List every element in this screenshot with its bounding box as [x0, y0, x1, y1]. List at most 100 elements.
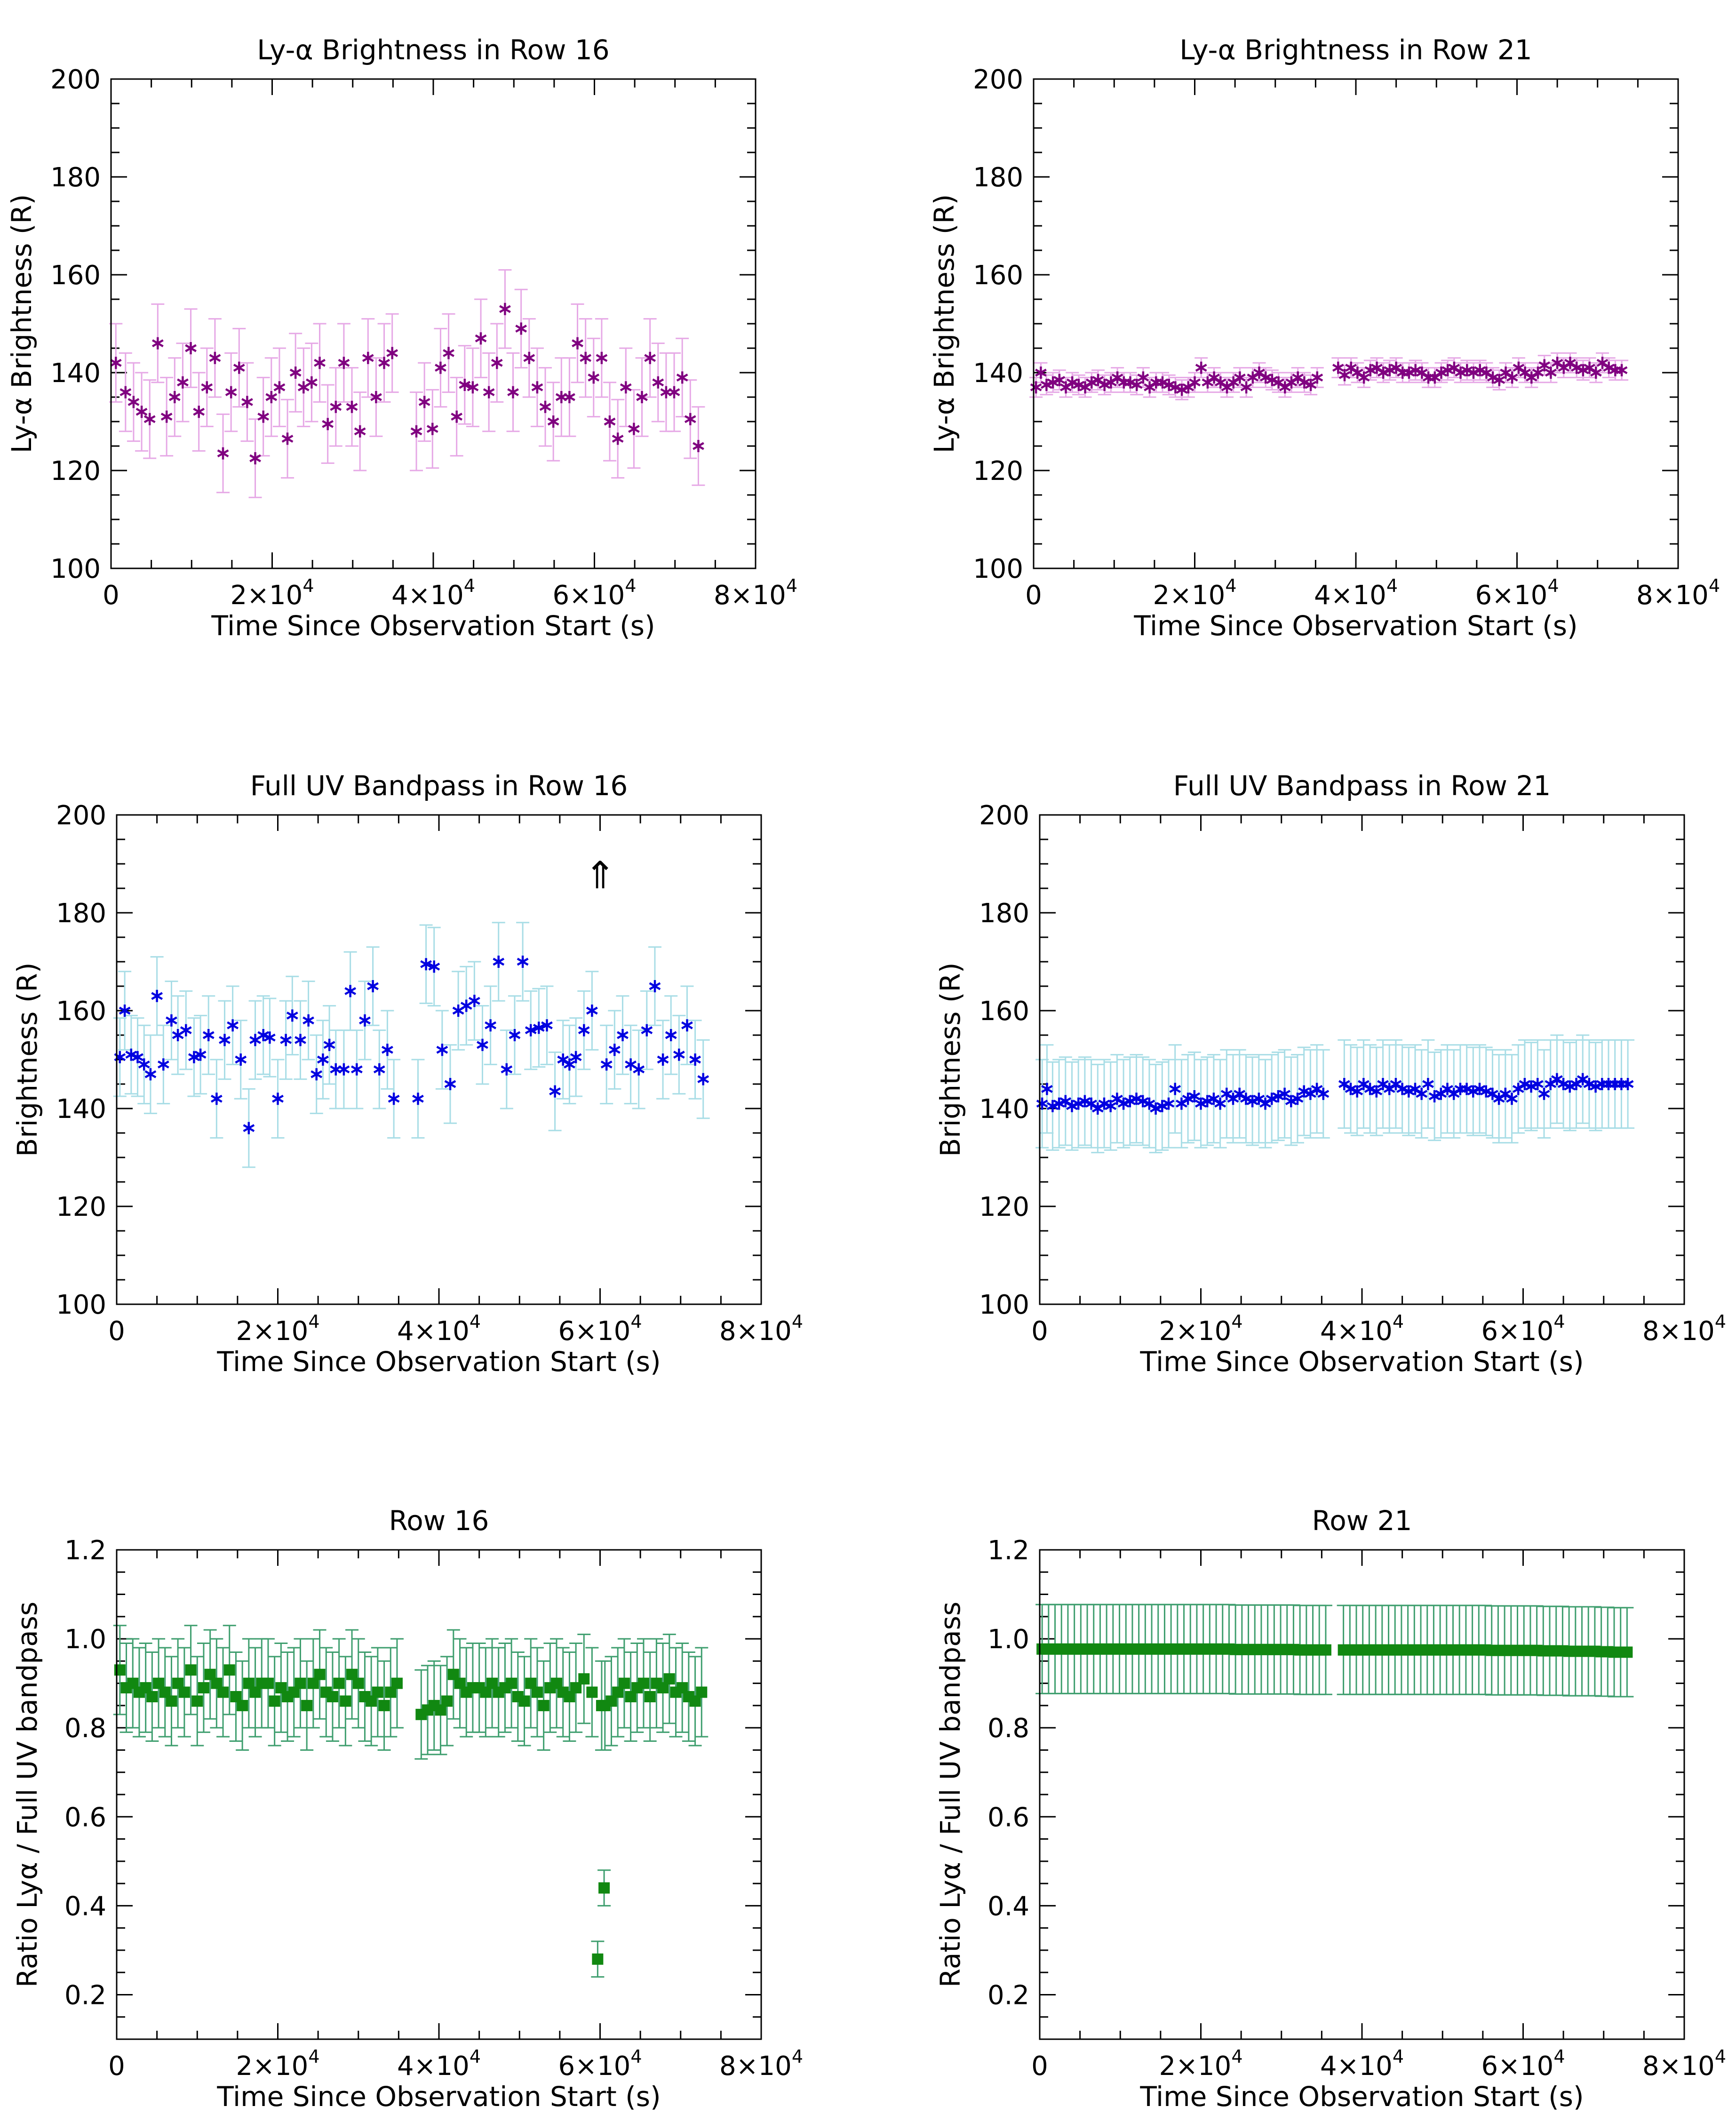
data-point: [1150, 1102, 1162, 1115]
data-point: [420, 958, 432, 971]
data-point: [1131, 1093, 1142, 1105]
data-point: [1047, 376, 1059, 389]
data-point: [1428, 1090, 1441, 1102]
data-point: [1163, 1097, 1175, 1110]
data-point: [443, 347, 454, 359]
data-point: [1040, 379, 1052, 391]
data-point: [604, 415, 616, 428]
data-point: [641, 1024, 653, 1037]
data-point: [436, 1044, 448, 1056]
data-point: [499, 303, 511, 315]
x-tick-exponent: 4: [1553, 1311, 1565, 1332]
data-point: [373, 1063, 385, 1076]
x-tick-exponent: 4: [308, 2046, 319, 2067]
data-point: [243, 1122, 255, 1134]
data-point: [1474, 364, 1486, 376]
data-point: [362, 351, 374, 364]
data-point: [198, 1682, 209, 1694]
x-tick-exponent: 4: [1709, 575, 1720, 596]
data-point: [249, 452, 261, 464]
data-point: [660, 386, 672, 399]
data-point: [1105, 1100, 1117, 1112]
plot-frame: [1039, 814, 1685, 1305]
data-point: [132, 1051, 143, 1063]
data-point: [1279, 1087, 1291, 1100]
data-point: [1338, 369, 1351, 382]
data-point: [297, 381, 310, 394]
data-point: [233, 361, 245, 374]
data-point: [257, 1029, 270, 1041]
plot-frame: [1033, 78, 1679, 569]
data-point: [586, 1686, 598, 1698]
y-tick-label: 160: [973, 260, 1023, 291]
y-tick-label: 120: [979, 1192, 1029, 1222]
y-tick-label: 0.2: [987, 1980, 1029, 2010]
data-point: [509, 1029, 521, 1041]
data-point: [135, 406, 148, 418]
data-point: [517, 956, 529, 968]
x-tick-label: 8×104: [1642, 2046, 1726, 2082]
y-tick-label: 0.8: [987, 1713, 1029, 1744]
data-point: [451, 410, 463, 423]
data-point: [338, 1063, 350, 1076]
plot-frame: [110, 78, 757, 569]
data-point: [1609, 1078, 1621, 1090]
data-point: [352, 1677, 364, 1689]
data-point: [314, 357, 326, 369]
data-point: [412, 1093, 424, 1105]
x-tick-exponent: 4: [1225, 575, 1236, 596]
x-tick-label: 6×104: [558, 2046, 642, 2082]
x-tick-exponent: 4: [1715, 2046, 1726, 2067]
x-tick-label: 2×104: [231, 575, 314, 611]
chart-lya-row16: Ly-α Brightness in Row 16 0 2×104 4×104 6×10…: [6, 34, 797, 642]
x-axis-label: Time Since Observation Start (s): [216, 1346, 661, 1378]
data-point: [1364, 1083, 1376, 1095]
y-axis-label: Ly-α Brightness (R): [928, 194, 960, 454]
data-point: [608, 1044, 621, 1056]
data-point: [151, 989, 163, 1002]
data-point: [523, 351, 535, 364]
data-point: [612, 432, 624, 445]
y-axis-label: Brightness (R): [11, 963, 43, 1157]
data-point: [372, 1686, 383, 1698]
data-point: [370, 391, 382, 403]
data-point: [1441, 364, 1454, 376]
data-point: [533, 1021, 545, 1034]
data-point: [468, 995, 480, 1007]
data-point: [202, 1029, 215, 1041]
y-tick-label: 140: [973, 358, 1023, 389]
data-point: [1131, 379, 1143, 391]
x-tick-label: 4×104: [397, 2046, 481, 2082]
x-tick-label: 2×104: [1159, 2046, 1243, 2082]
data-point: [1189, 376, 1201, 389]
x-tick-label: 4×104: [1320, 1311, 1404, 1347]
x-tick-label: 4×104: [1314, 575, 1398, 611]
data-point: [209, 351, 221, 364]
data-point: [303, 1014, 314, 1027]
data-point: [144, 1068, 157, 1081]
data-point: [1467, 367, 1480, 379]
data-point: [1124, 376, 1136, 389]
data-point: [518, 1695, 530, 1707]
data-point: [1487, 371, 1499, 384]
chart-uv-row21: Full UV Bandpass in Row 21 0 2×104 4×104 6×1…: [934, 770, 1726, 1378]
data-point: [127, 396, 140, 408]
y-tick-label: 160: [50, 260, 101, 291]
y-tick-label: 180: [56, 898, 106, 929]
data-point: [237, 1699, 248, 1711]
data-point: [1137, 1095, 1149, 1108]
data-point: [418, 396, 430, 408]
chart-title: Full UV Bandpass in Row 21: [1173, 770, 1551, 802]
data-point: [525, 1024, 537, 1037]
data-point: [697, 1073, 709, 1085]
y-tick-label: 1.0: [64, 1624, 106, 1655]
y-tick-label: 100: [979, 1290, 1029, 1320]
data-point: [378, 357, 390, 369]
data-point: [194, 1048, 207, 1061]
data-point: [1124, 1095, 1136, 1108]
data-point: [1384, 364, 1396, 376]
data-point: [1345, 1083, 1357, 1095]
data-point: [344, 985, 357, 997]
data-point: [633, 1063, 645, 1076]
